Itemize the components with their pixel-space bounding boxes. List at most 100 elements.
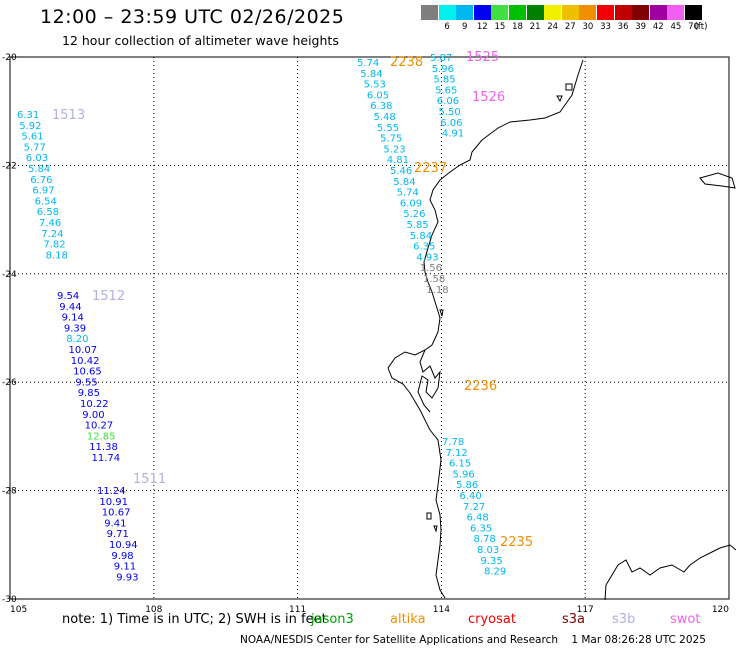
coastline-east [604, 544, 737, 601]
swh-value: 6.76 [30, 175, 52, 186]
pass-label: 1526 [472, 90, 505, 105]
coastline-shark-bay [417, 349, 441, 413]
coastline-island-3 [699, 172, 736, 189]
coastline-island-5 [433, 525, 438, 533]
swh-value: 5.74 [397, 188, 419, 199]
legend-swatch [456, 5, 474, 20]
lat-tick-label: -30 [2, 595, 17, 605]
legend-label: 9 [461, 22, 468, 32]
swh-value: 5.77 [24, 142, 46, 153]
swh-value: 6.06 [437, 96, 459, 107]
swh-value: 10.67 [102, 508, 131, 519]
swh-value: 10.65 [73, 367, 102, 378]
swh-value: 9.41 [104, 518, 126, 529]
legend-swatch [561, 5, 579, 20]
swh-value: 11.24 [97, 486, 126, 497]
legend-swatch [649, 5, 667, 20]
legend-label: 24 [547, 22, 559, 32]
swh-value: 5.75 [380, 134, 402, 145]
swh-value: 10.07 [69, 345, 98, 356]
swh-value: 5.84 [393, 177, 415, 188]
notes-footer: note: 1) Time is in UTC; 2) SWH is in fe… [62, 612, 327, 627]
swh-value: 10.22 [80, 399, 109, 410]
credit-line: NOAA/NESDIS Center for Satellite Applica… [240, 634, 706, 646]
satellite-passes: 6.315.925.615.776.035.846.766.976.546.58… [17, 50, 533, 583]
sat-swot: swot [670, 612, 701, 627]
swh-value: 8.78 [474, 534, 496, 545]
swh-value: 6.09 [400, 198, 422, 209]
swh-value: 9.11 [114, 562, 136, 573]
coastline-island-4 [426, 512, 432, 520]
swh-value: 5.85 [407, 220, 429, 231]
lat-tick-label: -24 [2, 270, 17, 280]
lon-tick-label: 117 [577, 605, 594, 615]
swh-value: 10.91 [99, 497, 128, 508]
legend-label: 12 [476, 22, 488, 32]
legend-swatch [597, 5, 614, 20]
legend-unit: (ft) [694, 22, 708, 32]
swh-value: 6.38 [370, 101, 392, 112]
lon-tick-label: 120 [712, 605, 729, 615]
pass-label: 2236 [464, 379, 497, 394]
legend-swatch [438, 5, 456, 20]
swh-value: 1.58 [423, 274, 445, 285]
swh-value: 8.03 [477, 545, 499, 556]
swh-value: 5.61 [21, 132, 43, 143]
swh-value: 5.96 [453, 469, 475, 480]
swh-value: 10.42 [71, 356, 100, 367]
pass-label: 2235 [500, 535, 533, 550]
swh-value: 5.92 [19, 121, 41, 132]
lat-tick-label: -22 [2, 161, 17, 171]
legend-swatch [526, 5, 544, 20]
swh-value: 6.06 [440, 118, 462, 129]
pass-label: 1513 [52, 108, 85, 123]
legend-label: 39 [635, 22, 647, 32]
swh-value: 9.39 [64, 323, 86, 334]
swh-value: 6.40 [460, 491, 482, 502]
swh-value: 11.74 [92, 453, 121, 464]
swh-value: 7.27 [463, 502, 485, 513]
legend-swatch [473, 5, 491, 20]
swh-value: 5.50 [439, 107, 461, 118]
swh-value: 6.54 [35, 196, 57, 207]
legend-label: 15 [494, 22, 506, 32]
swh-value: 5.96 [432, 64, 454, 75]
swh-value: 5.84 [410, 231, 432, 242]
swh-value: 5.53 [364, 80, 386, 91]
swh-value: 9.44 [59, 302, 81, 313]
swh-value: 5.65 [435, 85, 457, 96]
swh-value: 9.71 [107, 529, 129, 540]
legend-swatch [544, 5, 562, 20]
legend-swatch [509, 5, 526, 20]
lon-tick-label: 105 [10, 605, 27, 615]
legend-swatch [685, 5, 702, 20]
coastline-island-6 [439, 309, 444, 317]
note-text: note: 1) Time is in UTC; 2) SWH is in fe… [62, 612, 327, 627]
swh-value: 5.84 [28, 164, 50, 175]
map-frame [9, 56, 730, 600]
swh-value: 6.05 [367, 90, 389, 101]
swh-value: 10.27 [85, 421, 114, 432]
legend-swatch [632, 5, 650, 20]
swh-value: 1.56 [420, 263, 442, 274]
swh-value: 9.00 [82, 410, 104, 421]
axis-ticks: 105 108 111 114 117 120 -20 -22 -24 -26 -28 -30 [2, 53, 729, 615]
swh-value: 6.97 [32, 186, 54, 197]
legend-swatch [667, 5, 685, 20]
legend-label: 30 [582, 22, 594, 32]
swh-value: 9.14 [62, 313, 84, 324]
swh-value: 4.91 [442, 129, 464, 140]
swh-value: 6.58 [37, 207, 59, 218]
swh-value: 9.85 [78, 388, 100, 399]
swh-value: 8.20 [66, 334, 88, 345]
sat-altika: altika [390, 612, 426, 627]
swh-value: 7.24 [41, 229, 63, 240]
swh-value: 5.85 [433, 75, 455, 86]
coastline-island-2 [556, 95, 563, 103]
swh-value: 9.93 [116, 572, 138, 583]
swh-value: 6.35 [470, 523, 492, 534]
sat-s3b: s3b [612, 612, 636, 627]
swh-value: 5.46 [390, 166, 412, 177]
legend-label: 42 [652, 22, 664, 32]
